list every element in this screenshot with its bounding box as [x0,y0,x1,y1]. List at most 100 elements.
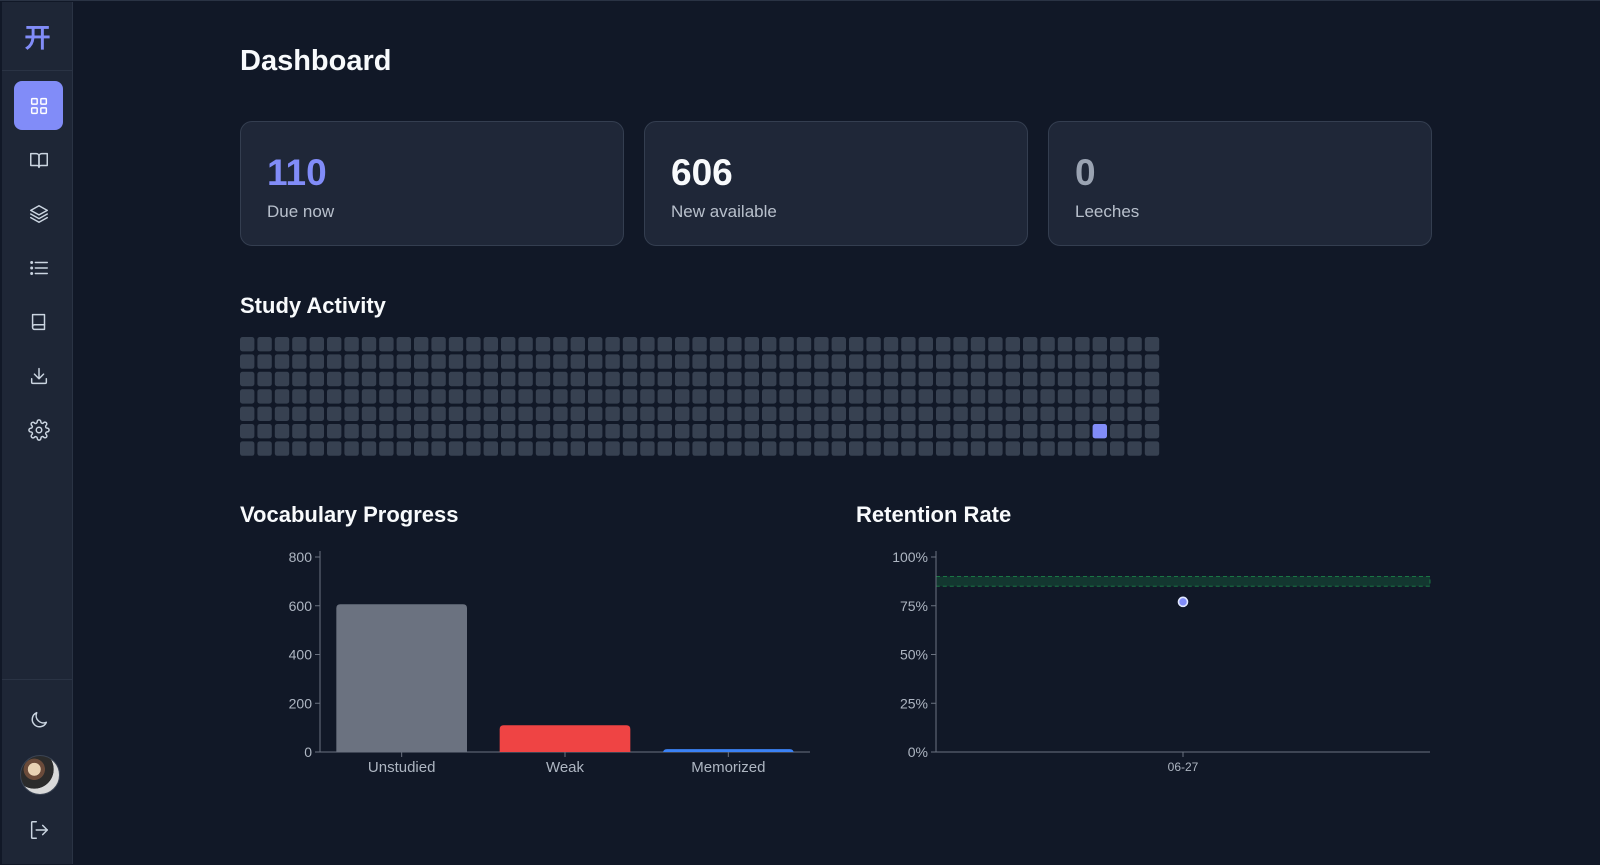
heatmap-cell[interactable] [988,371,1003,387]
heatmap-cell[interactable] [501,424,516,439]
heatmap-cell[interactable] [796,406,812,421]
heatmap-cell[interactable] [361,354,377,369]
heatmap-cell[interactable] [883,406,899,421]
heatmap-cell[interactable] [292,337,307,352]
heatmap-cell[interactable] [274,424,290,439]
theme-toggle-button[interactable] [14,695,63,744]
heatmap-cell[interactable] [431,406,446,421]
heatmap-cell[interactable] [1005,389,1020,404]
heatmap-cell[interactable] [831,354,846,369]
heatmap-cell[interactable] [588,441,603,456]
heatmap-cell[interactable] [1057,389,1073,404]
heatmap-cell[interactable] [936,354,951,369]
heatmap-cell[interactable] [292,354,307,369]
heatmap-cell[interactable] [675,354,690,369]
heatmap-cell[interactable] [361,424,377,439]
heatmap-cell[interactable] [622,424,638,439]
heatmap-cell[interactable] [605,337,620,352]
heatmap-cell[interactable] [518,441,533,456]
heatmap-cell[interactable] [1127,389,1142,404]
heatmap-cell[interactable] [883,389,899,404]
heatmap-cell[interactable] [988,441,1003,456]
heatmap-cell[interactable] [274,354,290,369]
heatmap-cell[interactable] [466,406,481,421]
heatmap-cell[interactable] [883,424,899,439]
heatmap-cell[interactable] [553,406,568,421]
heatmap-cell[interactable] [762,441,777,456]
heatmap-cell[interactable] [936,337,951,352]
heatmap-cell[interactable] [448,441,464,456]
heatmap-cell[interactable] [570,406,585,421]
heatmap-cell[interactable] [431,441,446,456]
heatmap-cell[interactable] [953,441,968,456]
heatmap-cell[interactable] [257,371,272,387]
heatmap-cell[interactable] [414,406,429,421]
heatmap-cell[interactable] [327,389,342,404]
heatmap-cell[interactable] [535,337,551,352]
heatmap-cell[interactable] [448,337,464,352]
heatmap-cell[interactable] [448,424,464,439]
heatmap-cell[interactable] [779,354,794,369]
heatmap-cell[interactable] [309,441,324,456]
heatmap-cell[interactable] [292,424,307,439]
heatmap-cell[interactable] [257,406,272,421]
heatmap-cell[interactable] [901,389,916,404]
heatmap-cell[interactable] [570,389,585,404]
heatmap-cell[interactable] [396,424,411,439]
heatmap-cell[interactable] [657,424,672,439]
heatmap-cell[interactable] [1092,337,1107,352]
heatmap-cell[interactable] [1144,389,1160,404]
heatmap-cell[interactable] [344,354,359,369]
heatmap-cell[interactable] [414,337,429,352]
heatmap-cell[interactable] [553,424,568,439]
heatmap-cell[interactable] [796,337,812,352]
heatmap-cell[interactable] [657,406,672,421]
heatmap-cell[interactable] [1005,371,1020,387]
heatmap-cell[interactable] [344,406,359,421]
heatmap-cell[interactable] [466,337,481,352]
heatmap-cell[interactable] [501,441,516,456]
heatmap-cell[interactable] [709,337,725,352]
heatmap-cell[interactable] [240,354,255,369]
heatmap-cell[interactable] [883,441,899,456]
heatmap-cell[interactable] [831,337,846,352]
heatmap-cell[interactable] [953,371,968,387]
heatmap-cell[interactable] [622,406,638,421]
heatmap-cell[interactable] [570,337,585,352]
heatmap-cell[interactable] [970,406,986,421]
heatmap-cell[interactable] [483,337,498,352]
heatmap-cell[interactable] [588,371,603,387]
heatmap-cell[interactable] [361,337,377,352]
heatmap-cell[interactable] [518,371,533,387]
heatmap-cell[interactable] [1075,406,1090,421]
heatmap-cell[interactable] [779,389,794,404]
heatmap-cell[interactable] [535,424,551,439]
heatmap-cell[interactable] [605,406,620,421]
heatmap-cell[interactable] [657,441,672,456]
heatmap-cell[interactable] [274,371,290,387]
heatmap-cell[interactable] [240,406,255,421]
heatmap-cell[interactable] [953,337,968,352]
heatmap-cell[interactable] [257,441,272,456]
heatmap-cell[interactable] [657,354,672,369]
heatmap-cell[interactable] [292,371,307,387]
heatmap-cell[interactable] [744,371,759,387]
heatmap-cell[interactable] [535,441,551,456]
heatmap-cell[interactable] [344,337,359,352]
heatmap-cell[interactable] [431,337,446,352]
heatmap-cell[interactable] [379,424,394,439]
nav-import[interactable] [14,351,63,400]
heatmap-cell[interactable] [796,389,812,404]
heatmap-cell[interactable] [240,424,255,439]
heatmap-cell[interactable] [588,389,603,404]
heatmap-cell[interactable] [1110,371,1125,387]
heatmap-cell[interactable] [814,337,829,352]
heatmap-cell[interactable] [414,371,429,387]
heatmap-cell[interactable] [1023,441,1038,456]
heatmap-cell[interactable] [1040,424,1055,439]
logout-button[interactable] [14,805,63,854]
heatmap-cell[interactable] [1005,424,1020,439]
heatmap-cell[interactable] [883,337,899,352]
heatmap-cell[interactable] [605,389,620,404]
heatmap-cell[interactable] [605,441,620,456]
